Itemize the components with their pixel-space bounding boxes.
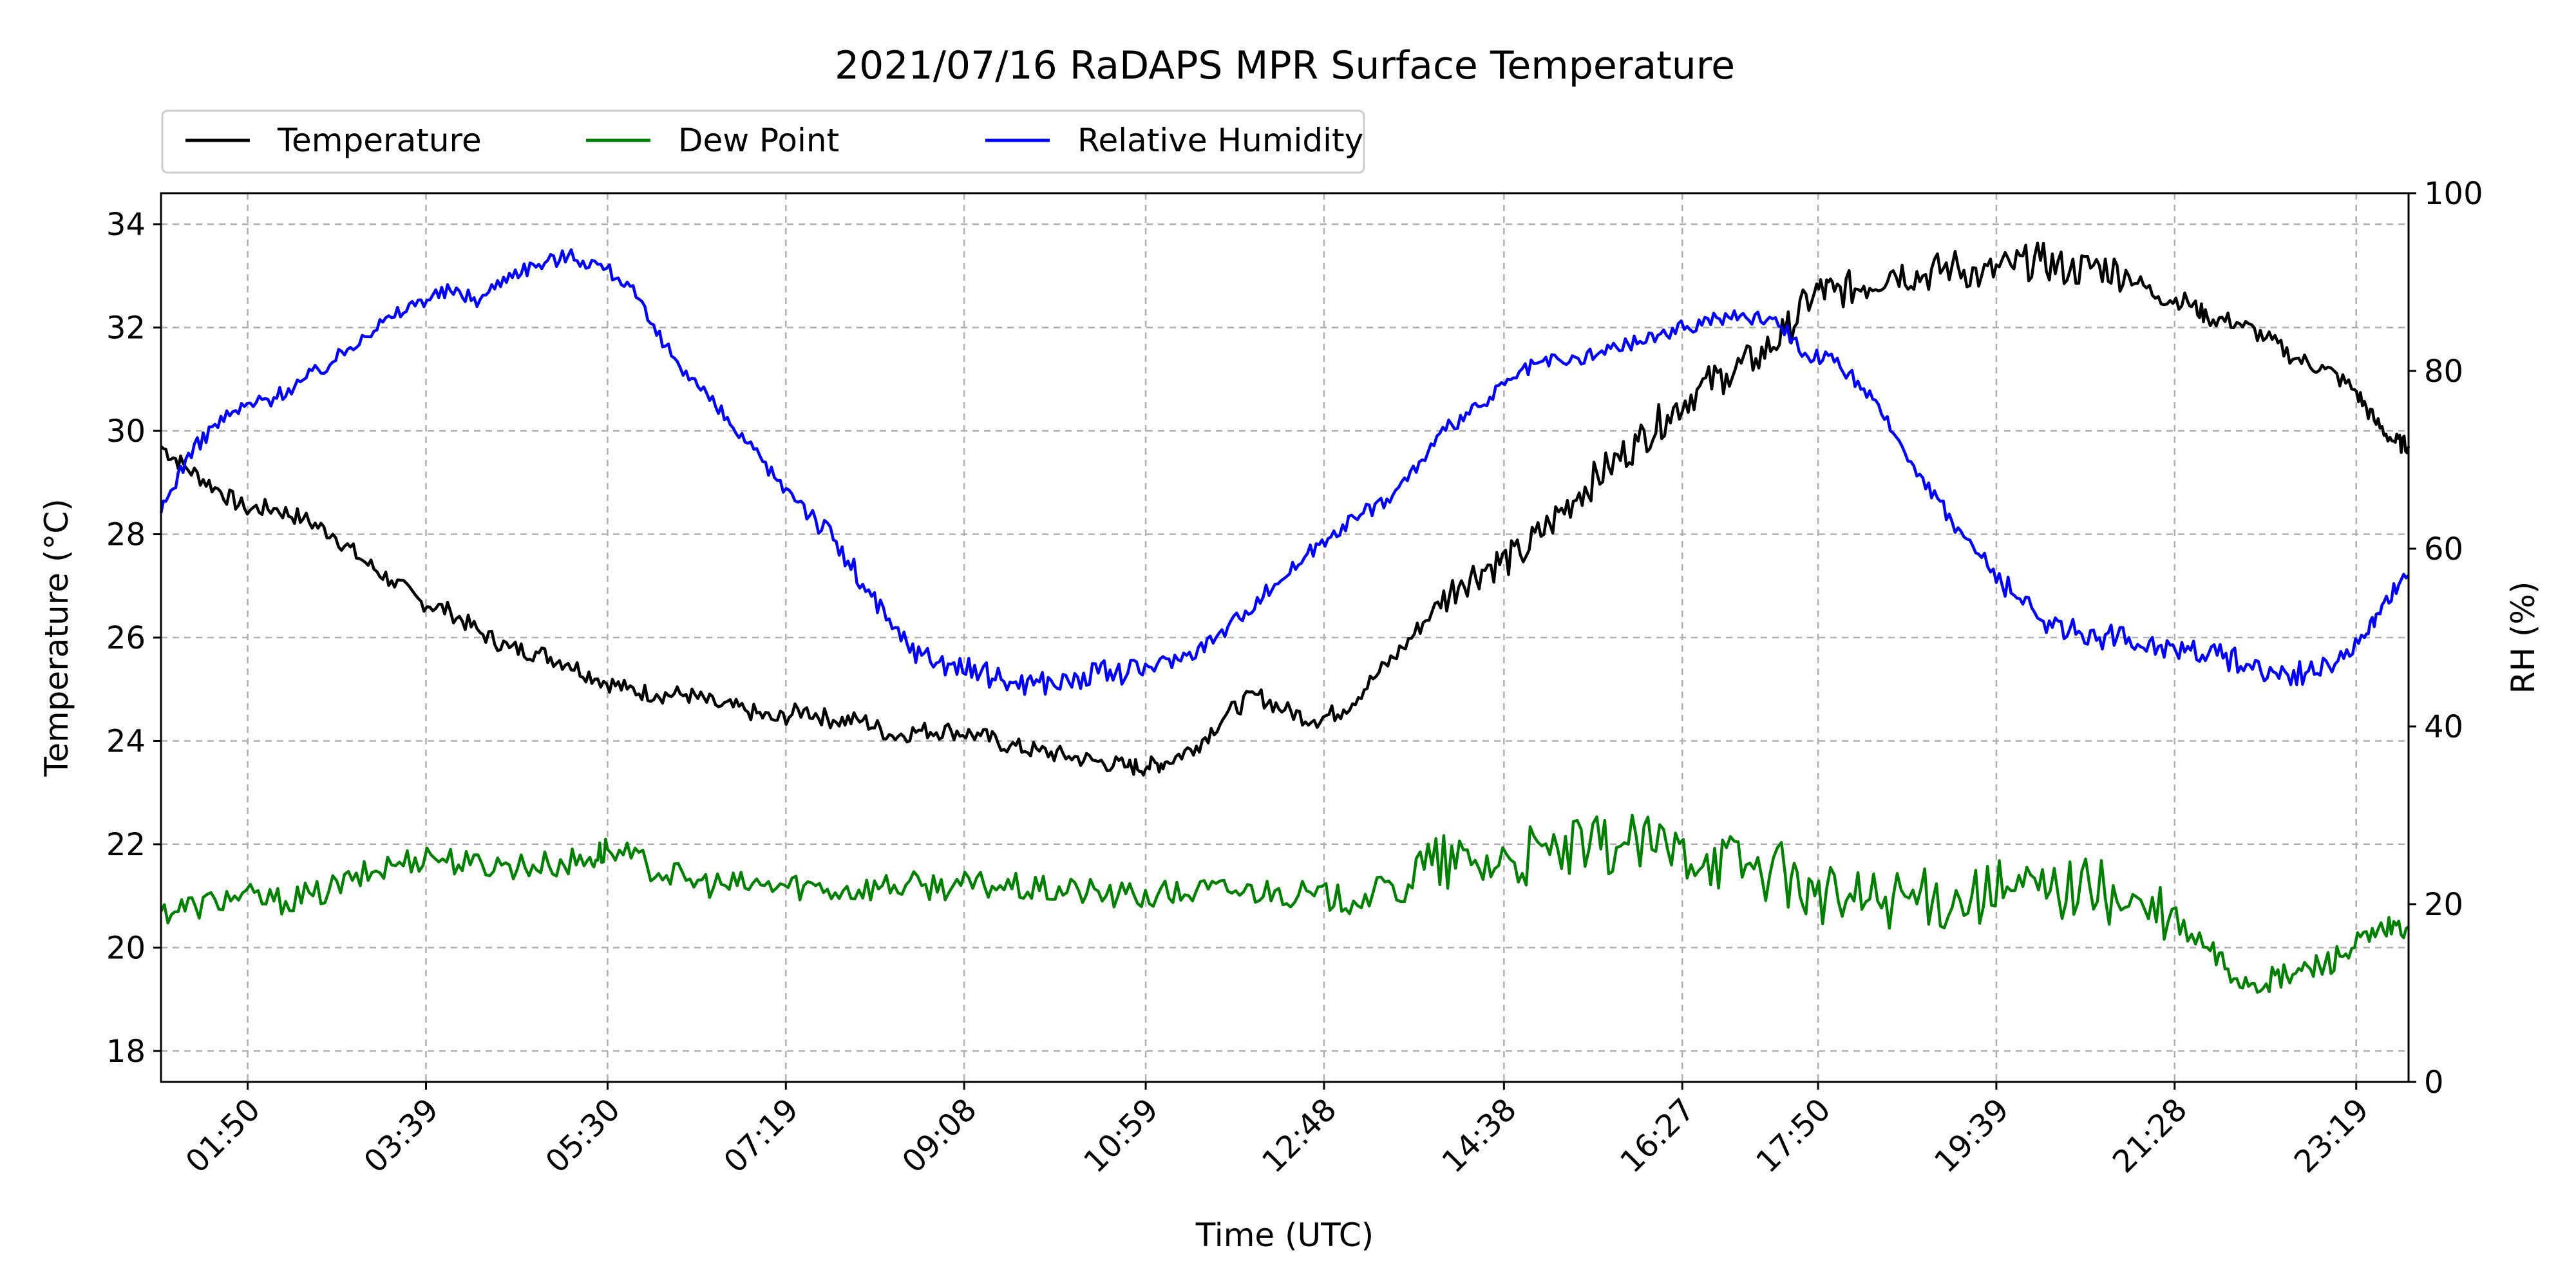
y-tick-label: 22 xyxy=(106,827,146,863)
y2-tick-label: 40 xyxy=(2424,709,2463,745)
y-tick-label: 20 xyxy=(106,930,146,966)
chart-title: 2021/07/16 RaDAPS MPR Surface Temperatur… xyxy=(835,43,1735,88)
y2-axis-ticks: 0 20 40 60 80 100 xyxy=(2409,176,2483,1101)
legend-label-relative-humidity: Relative Humidity xyxy=(1077,122,1363,159)
y-tick-label: 18 xyxy=(106,1034,146,1070)
y-tick-label: 34 xyxy=(106,207,146,243)
series-line-dew-point xyxy=(159,813,2410,994)
series-line-relative-humidity xyxy=(159,248,2410,696)
y2-tick-label: 100 xyxy=(2424,176,2483,212)
legend-label-temperature: Temperature xyxy=(277,122,482,159)
y-tick-label: 28 xyxy=(106,517,146,553)
series-lines xyxy=(159,242,2410,994)
y-axis-label: Temperature (°C) xyxy=(38,498,75,777)
legend-box xyxy=(161,109,1365,174)
y2-tick-label: 0 xyxy=(2424,1065,2444,1101)
y-tick-label: 26 xyxy=(106,620,146,656)
y2-axis-label: RH (%) xyxy=(2505,582,2542,694)
y2-tick-label: 60 xyxy=(2424,531,2463,567)
y2-tick-label: 80 xyxy=(2424,354,2463,390)
y-tick-label: 32 xyxy=(106,310,146,346)
legend: Temperature Dew Point Relative Humidity xyxy=(161,109,1365,174)
y-tick-label: 24 xyxy=(106,723,146,759)
series-line-temperature xyxy=(160,242,2410,777)
legend-label-dew-point: Dew Point xyxy=(678,122,839,159)
y-tick-label: 30 xyxy=(106,413,146,450)
y2-tick-label: 20 xyxy=(2424,887,2463,923)
y-axis-ticks: 18 20 22 24 26 28 30 32 34 xyxy=(106,207,161,1070)
x-axis-label: Time (UTC) xyxy=(1195,1217,1374,1254)
